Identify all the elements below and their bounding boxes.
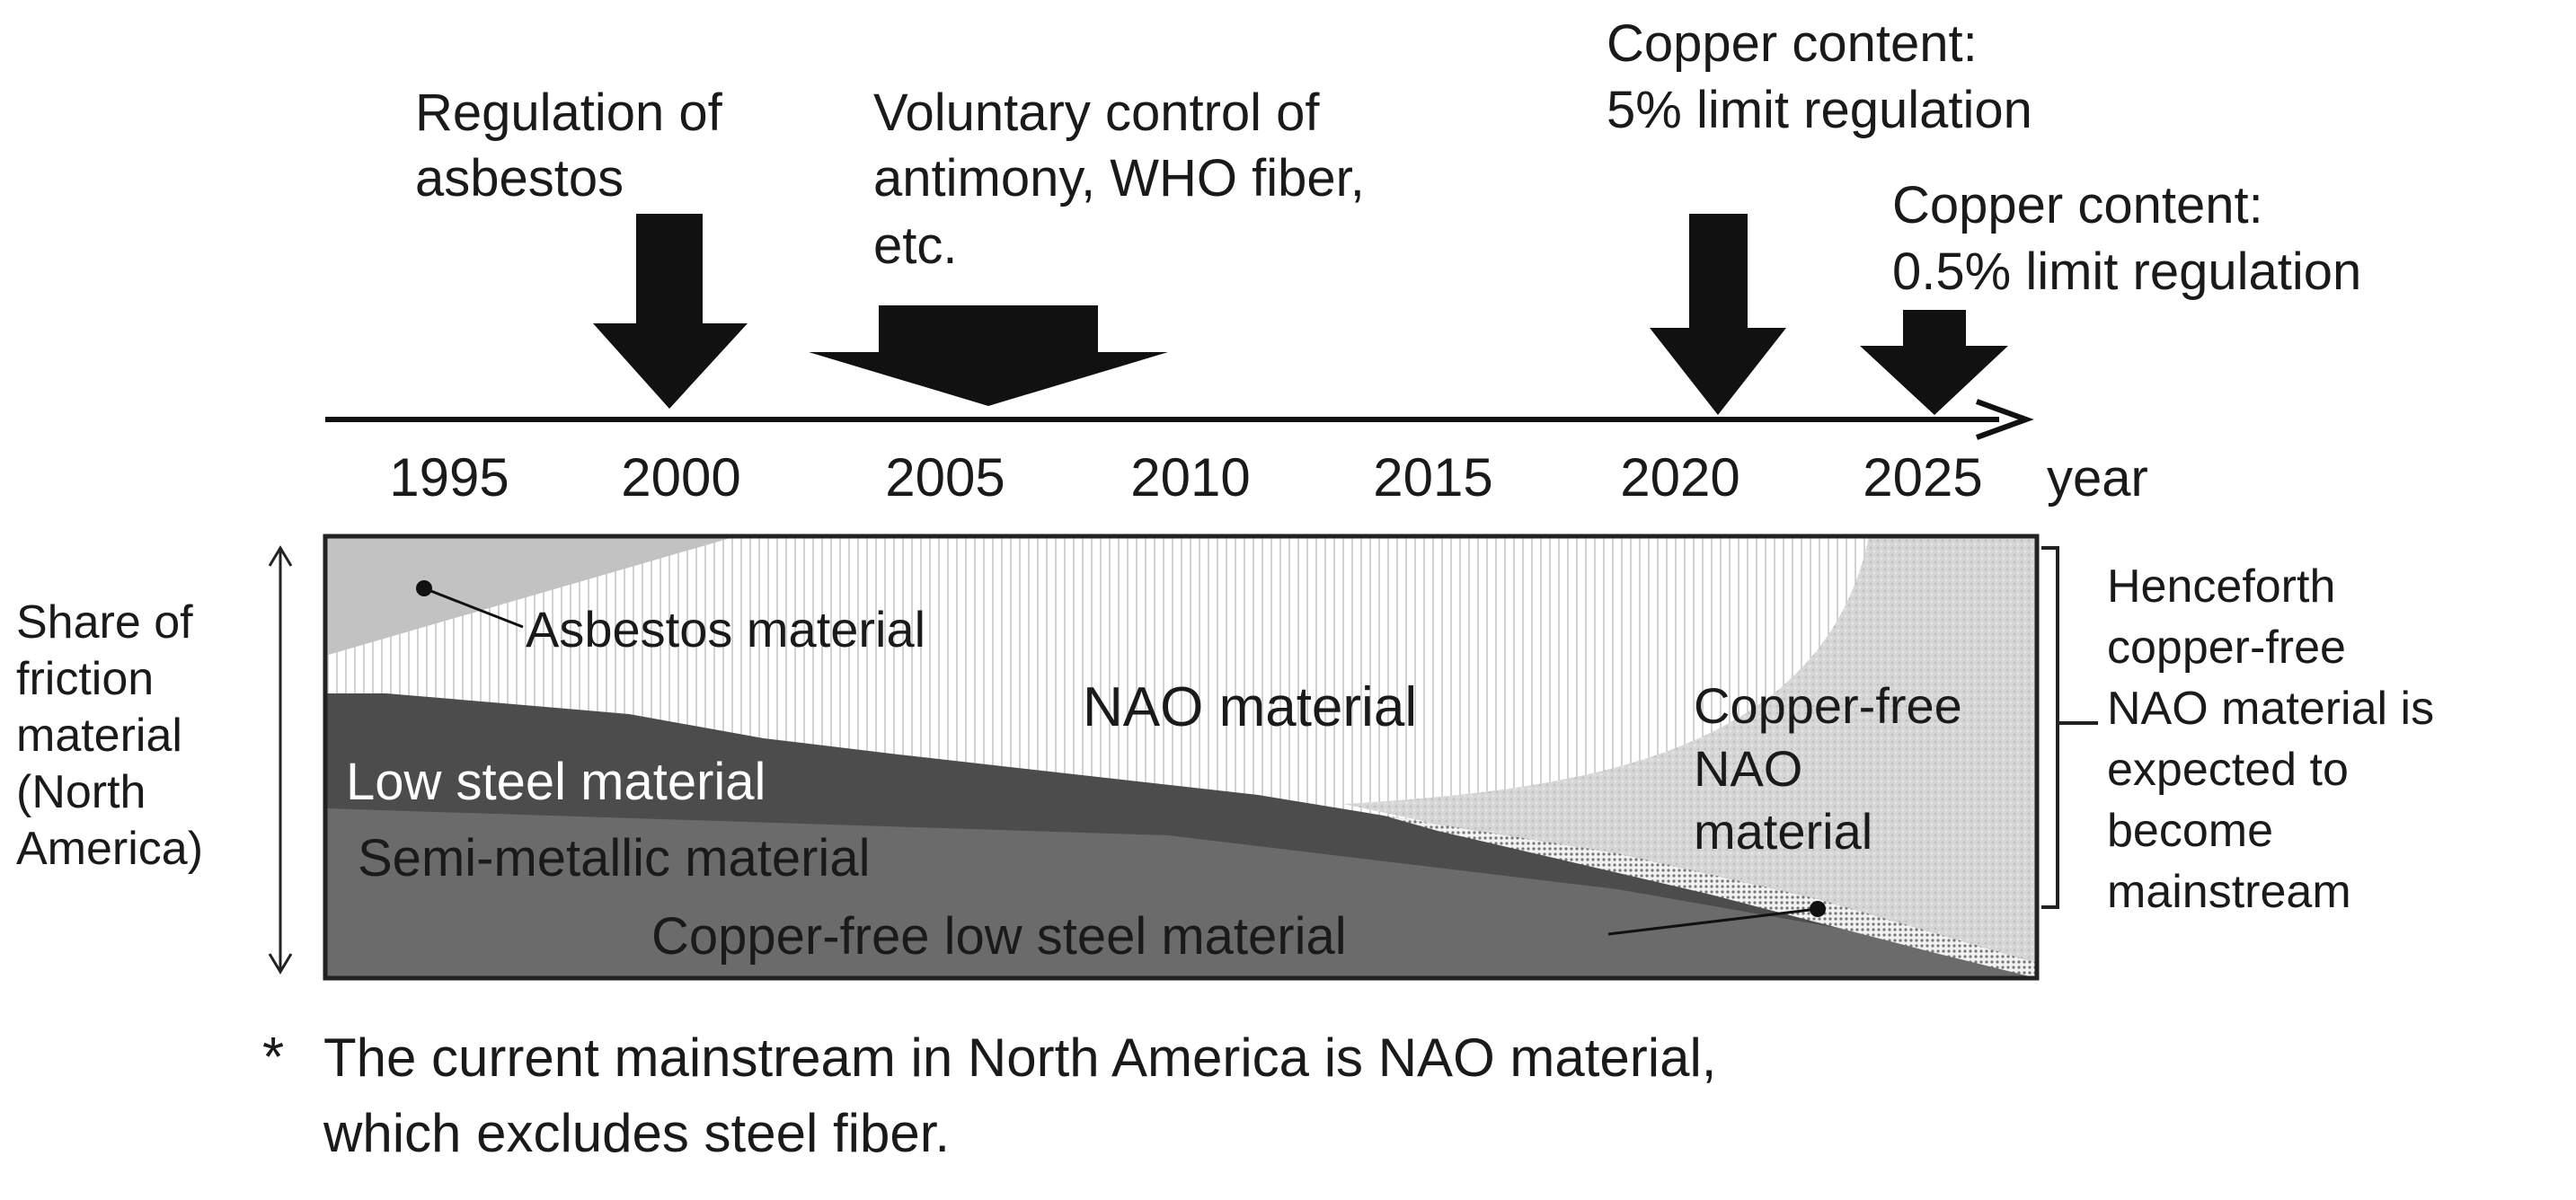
copper-0-5-regulation-arrow: [1860, 310, 2008, 415]
timeline-arrowhead: [1975, 399, 2034, 440]
semi-metallic-region: [325, 808, 2037, 978]
semi-metallic-label: Semi-metallic material: [358, 829, 870, 887]
year-tick-2020: 2020: [1620, 447, 1739, 507]
copper-5-regulation-arrow: [1650, 214, 1786, 415]
footnote-text: The current mainstream in North America …: [323, 1028, 1731, 1163]
asbestos-regulation-arrow: [593, 214, 748, 409]
copper-free-nao-label: Copper-free NAO material: [1694, 677, 1976, 860]
share-axis-label: Share of friction material (North Americ…: [16, 596, 206, 875]
copper-free-low-steel-pointer-line: [1607, 907, 1819, 936]
footnote-mark: *: [262, 1027, 284, 1089]
mainstream-note: Henceforth copper-free NAO material is e…: [2107, 560, 2448, 918]
asbestos-region: [325, 536, 737, 656]
year-tick-2015: 2015: [1373, 447, 1492, 507]
year-tick-2010: 2010: [1130, 447, 1250, 507]
copper-free-low-steel-region: [1384, 816, 2037, 978]
asbestos-pointer-line: [423, 587, 524, 629]
year-tick-2000: 2000: [621, 447, 740, 507]
year-tick-2025: 2025: [1863, 447, 1982, 507]
event-label-copper-5: Copper content: 5% limit regulation: [1607, 14, 2032, 139]
low-steel-label: Low steel material: [346, 753, 766, 811]
year-tick-2005: 2005: [885, 447, 1005, 507]
share-chart-frame: [323, 534, 2040, 981]
share-axis-double-arrow: [268, 545, 293, 975]
copper-free-low-steel-label: Copper-free low steel material: [651, 907, 1347, 966]
year-unit-label: year: [2047, 449, 2148, 507]
event-label-copper-0-5: Copper content: 0.5% limit regulation: [1892, 176, 2361, 301]
share-chart: [323, 534, 2040, 981]
mainstream-bracket: [2041, 546, 2098, 909]
nao-label: NAO material: [1083, 676, 1417, 738]
event-label-asbestos: Regulation of asbestos: [415, 84, 737, 207]
event-label-antimony: Voluntary control of antimony, WHO fiber…: [873, 84, 1379, 275]
asbestos-label: Asbestos material: [526, 601, 925, 657]
copper-free-nao-region: [1343, 536, 2037, 963]
antimony-control-arrow: [809, 305, 1168, 406]
year-tick-1995: 1995: [389, 447, 509, 507]
